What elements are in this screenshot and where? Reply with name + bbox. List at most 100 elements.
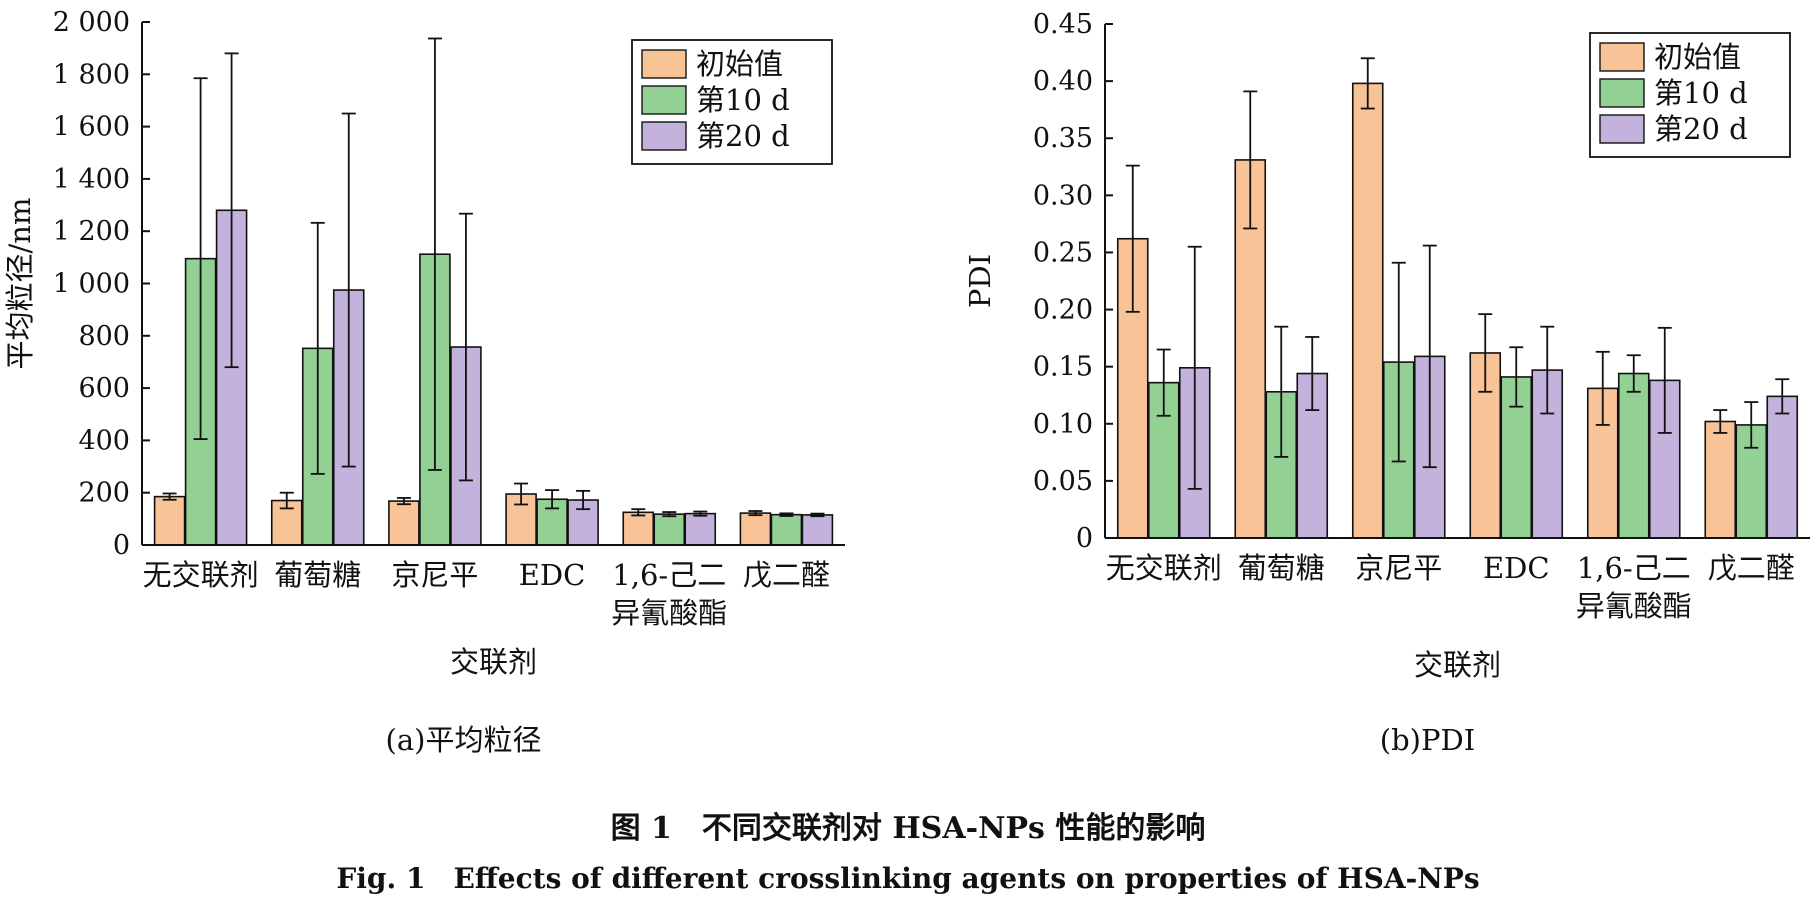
error-bar-b-s0-c0 xyxy=(1125,164,1140,313)
error-bar-a-s2-c4 xyxy=(693,510,708,517)
y-tick-label-a-5: 1 000 xyxy=(53,269,130,300)
error-bar-a-s0-c3 xyxy=(514,482,529,506)
bar-b-s0-c2 xyxy=(1351,82,1384,539)
y-tick-label-b-8: 0.40 xyxy=(1033,66,1093,97)
legend-label-a-0: 初始值 xyxy=(696,47,783,81)
x-tick-label-a-1-0: 葡萄糖 xyxy=(274,558,361,592)
x-tick-label-b-3-0: EDC xyxy=(1483,551,1550,585)
x-tick-label-a-4-0: 1,6-己二 xyxy=(612,558,726,592)
x-tick-label-a-0-0: 无交联剂 xyxy=(143,558,259,592)
y-tick-label-b-5: 0.25 xyxy=(1033,237,1093,268)
y-tick-label-b-7: 0.35 xyxy=(1033,123,1093,154)
error-bar-b-s1-c2 xyxy=(1391,261,1406,463)
bar-b-s1-c4 xyxy=(1617,372,1650,539)
error-bar-b-s0-c4 xyxy=(1595,350,1610,426)
error-bar-a-s2-c0 xyxy=(224,52,239,369)
legend-swatch-a-2 xyxy=(641,121,687,151)
error-bar-a-s1-c4 xyxy=(662,511,677,518)
error-bar-b-s1-c0 xyxy=(1156,348,1171,417)
error-bar-a-s1-c5 xyxy=(779,512,794,517)
legend-swatch-a-1 xyxy=(641,85,687,115)
y-tick-label-b-6: 0.30 xyxy=(1033,180,1093,211)
y-tick-label-b-9: 0.45 xyxy=(1033,9,1093,40)
error-bar-a-s0-c0 xyxy=(162,492,177,501)
y-tick-label-b-4: 0.20 xyxy=(1033,295,1093,326)
chart-panel-b: 0 0.05 0.10 0.15 0.20 0.25 0.30 0.35 0.40 0.45 无交联… xyxy=(963,9,1810,757)
y-tick-label-a-2: 400 xyxy=(78,425,130,456)
error-bar-b-s1-c5 xyxy=(1744,401,1759,449)
error-bar-b-s1-c4 xyxy=(1626,354,1641,393)
bar-b-s0-c5 xyxy=(1704,420,1737,539)
error-bar-a-s2-c1 xyxy=(341,112,356,468)
error-bar-b-s0-c3 xyxy=(1478,313,1493,393)
legend-label-b-1: 第10 d xyxy=(1654,76,1748,110)
y-axis-title-a: 平均粒径/nm xyxy=(3,198,37,370)
error-bar-a-s1-c3 xyxy=(545,489,560,510)
y-tick-label-a-0: 0 xyxy=(113,530,130,561)
error-bar-b-s1-c1 xyxy=(1274,325,1289,458)
y-tick-label-a-7: 1 400 xyxy=(53,164,130,195)
legend-label-b-2: 第20 d xyxy=(1654,112,1748,146)
bar-a-s1-c5 xyxy=(770,513,803,546)
error-bar-a-s2-c5 xyxy=(810,512,825,518)
y-tick-label-a-4: 800 xyxy=(78,321,130,352)
legend-swatch-b-0 xyxy=(1599,42,1645,72)
y-tick-label-a-9: 1 800 xyxy=(53,59,130,90)
bar-a-s0-c4 xyxy=(622,511,655,546)
error-bar-a-s0-c2 xyxy=(396,497,411,506)
x-axis-title-a: 交联剂 xyxy=(450,645,537,679)
error-bar-a-s2-c3 xyxy=(576,489,591,511)
legend-label-b-0: 初始值 xyxy=(1654,40,1741,74)
error-bar-a-s0-c5 xyxy=(748,510,763,517)
error-bar-b-s2-c4 xyxy=(1657,326,1672,434)
error-bar-a-s1-c1 xyxy=(310,221,325,475)
y-tick-label-a-3: 600 xyxy=(78,373,130,404)
error-bar-a-s1-c2 xyxy=(427,37,442,471)
panel-label-b: (b)PDI xyxy=(1380,723,1475,757)
error-bar-b-s2-c2 xyxy=(1422,244,1437,469)
y-tick-label-a-1: 200 xyxy=(78,478,130,509)
y-tick-label-a-6: 1 200 xyxy=(53,216,130,247)
legend-swatch-a-0 xyxy=(641,49,687,79)
error-bar-b-s0-c2 xyxy=(1360,57,1375,110)
figure-caption-en: Fig. 1 Effects of different crosslinking… xyxy=(336,862,1479,895)
bar-a-s1-c4 xyxy=(653,513,686,546)
y-tick-label-b-0: 0 xyxy=(1076,523,1093,554)
y-tick-label-b-1: 0.05 xyxy=(1033,466,1093,497)
y-tick-label-b-3: 0.15 xyxy=(1033,352,1093,383)
x-tick-label-a-2-0: 京尼平 xyxy=(391,558,478,592)
legend-swatch-b-1 xyxy=(1599,78,1645,108)
x-tick-label-b-2-0: 京尼平 xyxy=(1355,551,1442,585)
x-tick-label-b-0-0: 无交联剂 xyxy=(1106,551,1222,585)
x-tick-label-a-3-0: EDC xyxy=(519,558,586,592)
bar-b-s2-c5 xyxy=(1766,395,1799,539)
error-bar-b-s0-c1 xyxy=(1243,90,1258,230)
x-tick-label-b-5-0: 戊二醛 xyxy=(1708,551,1795,585)
bar-a-s2-c5 xyxy=(801,514,834,546)
bar-a-s0-c5 xyxy=(739,512,772,546)
x-axis-title-b: 交联剂 xyxy=(1414,648,1501,682)
error-bar-a-s0-c4 xyxy=(631,508,646,517)
error-bar-b-s2-c1 xyxy=(1305,336,1320,411)
x-tick-label-b-1-0: 葡萄糖 xyxy=(1238,551,1325,585)
x-tick-label-a-5-0: 戊二醛 xyxy=(743,558,830,592)
bar-a-s2-c4 xyxy=(684,512,717,546)
x-tick-label-a-4-1: 异氰酸酯 xyxy=(611,596,727,630)
error-bar-b-s1-c3 xyxy=(1509,346,1524,408)
legend-swatch-b-2 xyxy=(1599,114,1645,144)
error-bar-b-s0-c5 xyxy=(1713,409,1728,434)
legend-label-a-1: 第10 d xyxy=(696,83,790,117)
error-bar-b-s2-c3 xyxy=(1540,325,1555,415)
error-bar-a-s2-c2 xyxy=(458,212,473,482)
error-bar-b-s2-c0 xyxy=(1187,245,1202,490)
panel-label-a: (a)平均粒径 xyxy=(386,723,542,757)
error-bar-a-s0-c1 xyxy=(279,491,294,510)
legend-label-a-2: 第20 d xyxy=(696,119,790,153)
bar-a-s0-c2 xyxy=(388,500,420,546)
y-tick-label-a-10: 2 000 xyxy=(53,7,130,38)
y-tick-label-a-8: 1 600 xyxy=(53,112,130,143)
figure-caption-cn: 图 1 不同交联剂对 HSA-NPs 性能的影响 xyxy=(611,811,1206,846)
